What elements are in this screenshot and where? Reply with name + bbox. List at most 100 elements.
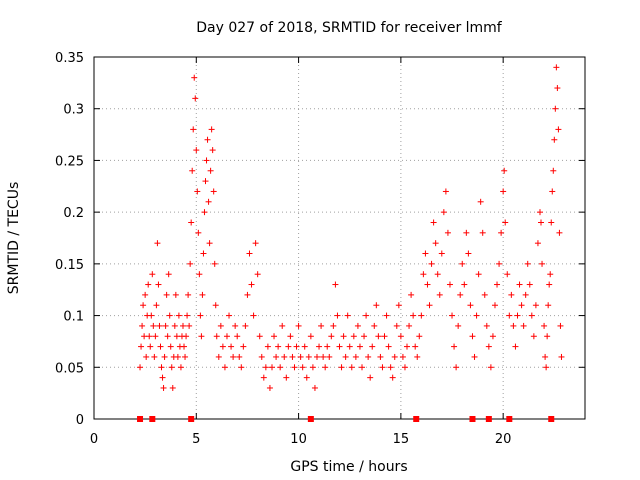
data-point	[491, 302, 498, 309]
data-point	[498, 229, 505, 236]
x-tick-label: 15	[393, 432, 410, 447]
data-point	[195, 229, 202, 236]
data-point	[289, 353, 296, 360]
data-point	[206, 240, 213, 247]
bottom-marker	[485, 416, 492, 422]
data-point	[209, 147, 216, 154]
data-point	[479, 229, 486, 236]
data-point	[440, 209, 447, 216]
data-point	[166, 312, 173, 319]
data-point	[510, 322, 517, 329]
data-point	[277, 364, 284, 371]
data-point	[264, 343, 271, 350]
data-point	[361, 333, 368, 340]
data-point	[201, 209, 208, 216]
data-point	[297, 353, 304, 360]
data-point	[246, 250, 253, 257]
data-point	[365, 353, 372, 360]
data-point	[536, 209, 543, 216]
y-tick-label: 0.1	[63, 310, 84, 325]
data-point	[422, 250, 429, 257]
data-point	[389, 374, 396, 381]
data-point	[342, 353, 349, 360]
data-point	[252, 240, 259, 247]
data-point	[213, 333, 220, 340]
data-point	[369, 343, 376, 350]
data-point	[260, 374, 267, 381]
data-point	[215, 353, 222, 360]
data-point	[250, 312, 257, 319]
data-point	[193, 147, 200, 154]
data-point	[426, 302, 433, 309]
data-point	[273, 353, 280, 360]
data-point	[197, 312, 204, 319]
data-point	[182, 353, 189, 360]
data-point	[240, 343, 247, 350]
data-point	[383, 312, 390, 319]
y-tick-label: 0.2	[63, 206, 84, 221]
y-tick-label: 0.15	[55, 258, 84, 273]
data-point	[150, 322, 157, 329]
data-point	[541, 322, 548, 329]
data-point	[305, 353, 312, 360]
data-point	[181, 343, 188, 350]
data-point	[543, 364, 550, 371]
data-point	[557, 322, 564, 329]
data-point	[548, 219, 555, 226]
data-point	[162, 322, 169, 329]
data-point	[397, 333, 404, 340]
data-point	[149, 271, 156, 278]
data-point	[367, 374, 374, 381]
y-tick-label: 0	[76, 413, 84, 428]
data-point	[453, 364, 460, 371]
data-point	[299, 364, 306, 371]
data-point	[244, 291, 251, 298]
data-point	[234, 333, 241, 340]
chart-title: Day 027 of 2018, SRMTID for receiver lmm…	[196, 20, 503, 36]
x-tick-labels: 0 5 10 15 20	[90, 432, 512, 447]
data-point	[203, 157, 210, 164]
bottom-marker	[137, 416, 144, 422]
data-point	[226, 312, 233, 319]
data-point	[324, 343, 331, 350]
data-point	[171, 322, 178, 329]
data-point	[217, 322, 224, 329]
grid-lines	[94, 57, 585, 419]
data-point	[449, 312, 456, 319]
data-point	[545, 302, 552, 309]
data-point	[156, 322, 163, 329]
data-point	[504, 271, 511, 278]
data-point	[179, 322, 186, 329]
data-point	[208, 126, 215, 133]
data-point	[416, 333, 423, 340]
data-point	[477, 198, 484, 205]
data-point	[354, 322, 361, 329]
data-point	[406, 322, 413, 329]
data-point	[412, 343, 419, 350]
data-point	[279, 322, 286, 329]
data-point	[146, 333, 153, 340]
data-point	[438, 250, 445, 257]
data-point	[301, 343, 308, 350]
data-point	[318, 322, 325, 329]
data-point	[262, 364, 269, 371]
data-point	[381, 333, 388, 340]
data-point	[442, 188, 449, 195]
data-point	[393, 322, 400, 329]
data-point	[221, 364, 228, 371]
data-point	[320, 353, 327, 360]
data-point	[524, 260, 531, 267]
data-point	[238, 364, 245, 371]
data-point	[271, 333, 278, 340]
data-point	[200, 250, 207, 257]
data-point	[469, 333, 476, 340]
x-tick-label: 20	[495, 432, 512, 447]
data-point	[275, 343, 282, 350]
data-point	[522, 291, 529, 298]
data-point	[204, 136, 211, 143]
data-point	[154, 240, 161, 247]
data-point	[198, 333, 205, 340]
data-point	[211, 260, 218, 267]
data-point	[248, 281, 255, 288]
data-point	[496, 260, 503, 267]
